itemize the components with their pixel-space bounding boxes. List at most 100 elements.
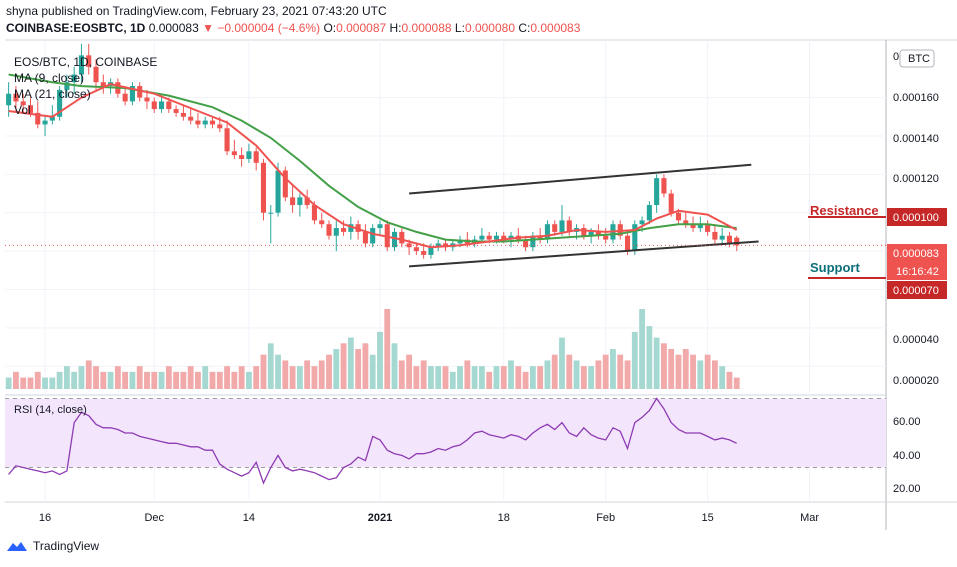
candle [566, 216, 572, 236]
rsi-tick-60: 60.00 [893, 416, 921, 428]
candle-body [239, 155, 245, 159]
volume-bar [260, 354, 267, 389]
volume-bar [704, 354, 711, 389]
volume-bar [13, 371, 19, 389]
candle-body [311, 205, 317, 221]
volume-bar [471, 366, 478, 389]
ma9-line [8, 83, 738, 249]
candle-body [537, 235, 543, 240]
volume-bar [231, 371, 238, 389]
time-tick-Dec: Dec [144, 512, 164, 524]
volume-bar [719, 366, 726, 389]
candle [552, 220, 558, 236]
candle-body [49, 116, 55, 121]
trendline-lower[interactable] [409, 240, 759, 268]
candle-body [479, 235, 485, 240]
volume-bar [610, 349, 616, 389]
candle [20, 93, 26, 113]
candle [268, 205, 274, 244]
candle-body [668, 193, 674, 213]
currency-badge-label: BTC [908, 53, 930, 65]
time-tick-2021: 2021 [368, 512, 392, 524]
volume-bar [690, 354, 696, 389]
trendline-upper[interactable] [409, 163, 752, 195]
candle-body [661, 178, 667, 194]
candle-body [362, 231, 368, 244]
candle [151, 97, 157, 113]
candle-body [151, 101, 157, 110]
time-tick-14: 14 [243, 512, 255, 524]
candle-body [253, 151, 259, 163]
candle [544, 220, 550, 244]
candle-body [348, 224, 354, 232]
volume-bar [56, 371, 63, 389]
candle-body [486, 235, 492, 240]
candle-body [391, 231, 398, 248]
candle-body [282, 170, 288, 198]
volume-bar [398, 360, 405, 389]
open-label: O: [323, 21, 337, 35]
candle-body [341, 228, 347, 232]
candle-body [712, 231, 718, 240]
candle-body [6, 93, 12, 106]
last-price-tag [887, 244, 947, 280]
candle-body [705, 224, 711, 232]
volume-bar [435, 366, 442, 389]
candle-body [319, 220, 325, 225]
volume-bar [151, 371, 158, 389]
candle-body [581, 228, 587, 236]
volume-bar [529, 366, 536, 389]
time-tick-15: 15 [701, 512, 713, 524]
volume-bar [442, 366, 449, 389]
candle-body [697, 224, 703, 229]
rsi-label: RSI (14, close) [14, 404, 87, 416]
rsi-tick-20: 20.00 [893, 483, 921, 495]
price-tick-0.000140: 0.000140 [893, 133, 939, 145]
volume-bar [508, 360, 514, 389]
volume-bar [500, 366, 507, 389]
volume-bar [107, 371, 114, 389]
symbol-name[interactable]: COINBASE:EOSBTC, 1D [6, 21, 146, 35]
candle [195, 112, 201, 129]
candle-body [654, 178, 660, 206]
volume-bar [682, 349, 689, 389]
resistance-label: Resistance [810, 203, 879, 218]
candle [173, 105, 179, 117]
candle-body [290, 197, 296, 206]
candle-body [173, 109, 179, 113]
volume-bar [384, 309, 391, 389]
candle [78, 43, 84, 83]
candle [93, 59, 99, 90]
volume-bar [733, 377, 740, 389]
volume-bar [20, 377, 27, 389]
currency-badge[interactable] [899, 49, 935, 68]
tradingview-brand[interactable]: TradingView [6, 539, 99, 553]
volume-bar [653, 337, 660, 389]
candle-body [209, 120, 216, 125]
candle-body [78, 55, 84, 75]
volume-bar [355, 349, 362, 389]
volume-bar [5, 377, 12, 389]
candle [188, 109, 194, 125]
candle-body [726, 235, 733, 244]
volume-bar [559, 337, 565, 389]
volume-bar [391, 343, 398, 389]
volume-bar [296, 366, 303, 389]
volume-bar [304, 360, 311, 389]
candle [428, 243, 434, 259]
support-price-tag [887, 281, 947, 299]
candle-body [57, 89, 63, 117]
candle-body [552, 224, 558, 232]
candle [42, 116, 48, 136]
candle [224, 120, 230, 156]
candle [726, 231, 733, 248]
candle-body [275, 170, 281, 213]
price-tick-0.000040: 0.000040 [893, 334, 939, 346]
candle [326, 220, 332, 240]
time-tick-16: 16 [39, 512, 51, 524]
candle [341, 220, 347, 236]
candle [108, 78, 114, 94]
volume-bar [275, 354, 281, 389]
candle-body [683, 220, 689, 225]
